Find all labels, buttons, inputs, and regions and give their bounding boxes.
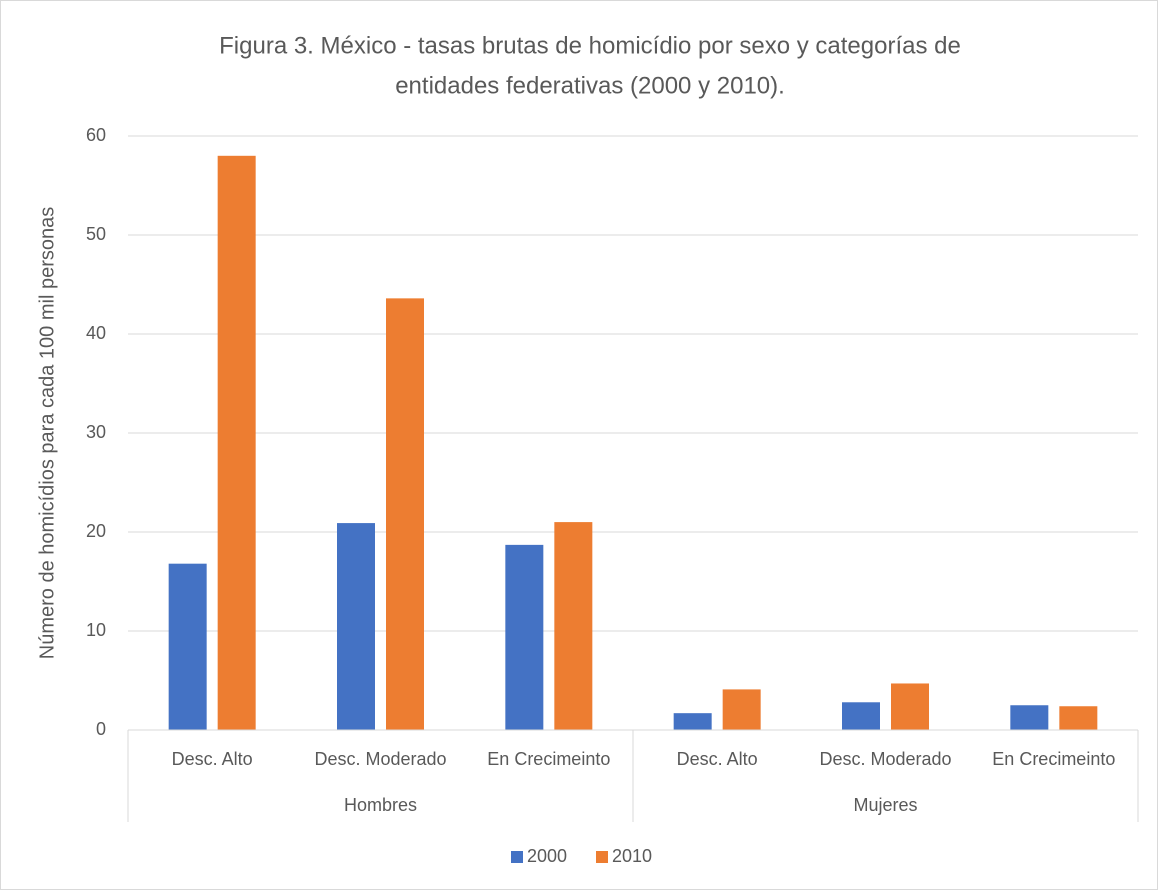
y-tick-label: 20 bbox=[86, 521, 106, 541]
bar bbox=[337, 523, 375, 730]
legend-label: 2000 bbox=[527, 846, 567, 866]
y-tick-label: 50 bbox=[86, 224, 106, 244]
bar bbox=[217, 155, 256, 731]
chart-title: entidades federativas (2000 y 2010). bbox=[395, 72, 785, 99]
bar bbox=[386, 298, 424, 730]
x-tick-label: En Crecimeinto bbox=[487, 749, 610, 769]
bar bbox=[842, 702, 880, 730]
y-tick-label: 40 bbox=[86, 323, 106, 343]
y-tick-label: 60 bbox=[86, 125, 106, 145]
legend-label: 2010 bbox=[612, 846, 652, 866]
group-label: Mujeres bbox=[853, 795, 917, 815]
x-tick-label: Desc. Alto bbox=[172, 749, 253, 769]
bar bbox=[673, 713, 712, 730]
x-tick-label: Desc. Alto bbox=[677, 749, 758, 769]
legend-swatch bbox=[511, 851, 523, 863]
group-label: Hombres bbox=[344, 795, 417, 815]
bar bbox=[891, 683, 929, 730]
y-tick-label: 30 bbox=[86, 422, 106, 442]
bar bbox=[1059, 706, 1098, 730]
bar bbox=[722, 689, 761, 730]
y-axis-label: Número de homicídios para cada 100 mil p… bbox=[36, 207, 58, 659]
bar bbox=[505, 544, 544, 730]
x-tick-label: Desc. Moderado bbox=[819, 749, 951, 769]
legend-swatch bbox=[596, 851, 608, 863]
bar bbox=[168, 563, 207, 730]
y-tick-label: 10 bbox=[86, 620, 106, 640]
y-tick-label: 0 bbox=[96, 719, 106, 739]
x-tick-label: Desc. Moderado bbox=[314, 749, 446, 769]
chart-title: Figura 3. México - tasas brutas de homic… bbox=[219, 32, 961, 59]
x-tick-label: En Crecimeinto bbox=[992, 749, 1115, 769]
bar bbox=[554, 522, 593, 730]
bar bbox=[1010, 705, 1049, 730]
